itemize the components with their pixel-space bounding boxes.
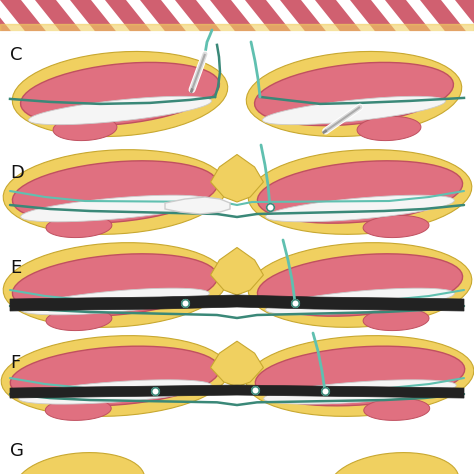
Polygon shape [210,247,264,295]
Polygon shape [248,243,472,328]
Polygon shape [46,215,112,237]
Polygon shape [12,254,218,316]
Polygon shape [3,150,227,234]
Text: G: G [10,442,24,460]
Polygon shape [12,161,218,223]
Polygon shape [257,161,463,223]
Polygon shape [257,254,463,316]
Polygon shape [350,0,397,32]
Polygon shape [248,150,472,234]
Polygon shape [20,63,219,126]
Polygon shape [21,288,210,315]
Polygon shape [255,346,465,406]
Polygon shape [363,215,429,237]
Polygon shape [28,96,211,125]
Polygon shape [21,195,210,222]
Polygon shape [15,453,145,474]
Polygon shape [0,0,11,32]
Polygon shape [46,309,112,330]
Text: E: E [10,259,21,277]
Polygon shape [210,0,256,32]
Polygon shape [263,96,446,125]
Polygon shape [455,0,474,32]
Polygon shape [12,52,228,137]
Polygon shape [357,117,421,141]
Polygon shape [315,0,362,32]
Polygon shape [3,243,227,328]
Polygon shape [140,0,187,32]
Polygon shape [264,380,456,404]
Polygon shape [10,385,464,398]
Polygon shape [1,336,229,416]
Text: D: D [10,164,24,182]
Polygon shape [105,0,152,32]
Polygon shape [210,155,264,202]
Polygon shape [35,0,82,32]
Polygon shape [280,0,327,32]
Polygon shape [70,0,117,32]
Polygon shape [210,341,264,387]
Polygon shape [175,0,222,32]
Polygon shape [329,453,459,474]
Polygon shape [246,336,474,416]
Polygon shape [266,195,455,222]
Polygon shape [246,52,462,137]
Polygon shape [266,288,455,315]
Polygon shape [19,380,211,404]
Polygon shape [46,398,111,420]
Polygon shape [255,63,454,126]
Polygon shape [420,0,466,32]
Polygon shape [10,295,464,311]
Text: C: C [10,46,22,64]
Text: F: F [10,354,20,372]
Polygon shape [363,309,429,330]
Polygon shape [165,197,230,214]
Polygon shape [53,117,117,141]
Polygon shape [245,0,292,32]
Polygon shape [364,398,430,420]
Polygon shape [0,0,46,32]
Polygon shape [385,0,432,32]
Polygon shape [10,346,220,406]
